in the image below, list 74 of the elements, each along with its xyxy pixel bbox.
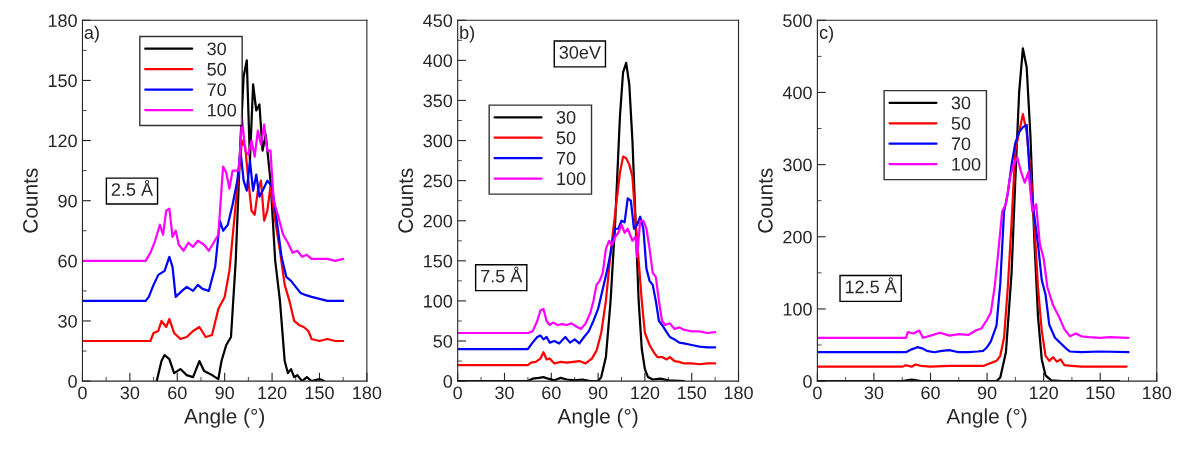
y-tick-label: 150 <box>48 74 77 88</box>
annotation: 2.5 Å <box>111 179 154 196</box>
y-tick-label: 200 <box>423 214 453 228</box>
y-tick-label: 300 <box>423 134 453 148</box>
annotation: 30eV <box>559 46 601 59</box>
line-series <box>817 156 1130 339</box>
x-tick-label: 180 <box>1143 386 1172 400</box>
x-tick-label: 150 <box>1086 386 1115 400</box>
y-tick-label: 250 <box>423 174 453 188</box>
line-series <box>82 149 345 303</box>
annotation: c) <box>819 25 833 43</box>
y-axis-title: Counts <box>398 168 414 233</box>
legend-label: 100 <box>208 103 237 117</box>
y-tick-label: 150 <box>424 254 453 268</box>
x-tick-label: 60 <box>542 386 561 400</box>
x-tick-label: 30 <box>864 386 884 400</box>
y-tick-label: 100 <box>783 302 812 316</box>
y-tick-label: 120 <box>48 134 77 148</box>
y-tick-label: 400 <box>423 54 453 68</box>
y-tick-label: 180 <box>48 14 77 28</box>
y-tick-label: 350 <box>423 94 453 108</box>
y-tick-label: 60 <box>58 254 77 268</box>
annotation: b) <box>460 25 475 43</box>
x-tick-label: 120 <box>258 386 287 400</box>
x-tick-label: 180 <box>353 386 382 400</box>
y-tick-label: 50 <box>433 334 453 348</box>
x-tick-label: 0 <box>78 386 87 400</box>
legend-label: 70 <box>951 137 971 151</box>
legend-label: 100 <box>557 172 586 186</box>
x-tick-label: 90 <box>588 386 608 400</box>
y-tick-label: 30 <box>58 314 77 328</box>
annotation: 12.5 Å <box>845 277 897 294</box>
line-series <box>82 139 345 343</box>
x-tick-label: 120 <box>631 386 660 400</box>
legend-label: 50 <box>207 62 227 76</box>
legend-label: 30 <box>556 110 576 124</box>
x-tick-label: 30 <box>120 386 140 400</box>
x-tick-label: 90 <box>977 386 997 400</box>
y-tick-label: 90 <box>58 194 77 208</box>
y-tick-label: 500 <box>783 14 812 28</box>
x-tick-label: 60 <box>168 386 187 400</box>
x-axis-title: Angle (°) <box>184 408 265 428</box>
x-tick-label: 30 <box>495 386 514 400</box>
legend-label: 30 <box>951 96 971 110</box>
legend-label: 50 <box>556 131 576 145</box>
x-tick-label: 150 <box>305 386 334 400</box>
x-tick-label: 60 <box>921 386 940 400</box>
x-tick-label: 0 <box>813 386 822 400</box>
x-tick-label: 0 <box>453 386 462 400</box>
annotation: 7.5 Å <box>481 266 523 283</box>
x-tick-label: 120 <box>1029 386 1058 400</box>
y-axis-title: Counts <box>757 168 773 233</box>
y-tick-label: 100 <box>424 294 453 308</box>
y-tick-label: 450 <box>423 14 453 28</box>
x-tick-label: 90 <box>215 386 234 400</box>
y-tick-label: 200 <box>783 230 812 244</box>
x-axis-title: Angle (°) <box>557 408 638 428</box>
x-tick-label: 150 <box>678 386 707 400</box>
x-axis-title: Angle (°) <box>946 408 1027 428</box>
y-tick-label: 400 <box>782 86 812 100</box>
line-series <box>457 197 717 351</box>
legend-label: 70 <box>556 151 576 165</box>
y-tick-label: 0 <box>68 375 77 388</box>
line-series <box>457 219 717 335</box>
y-tick-label: 0 <box>803 375 812 388</box>
legend-label: 50 <box>951 116 971 130</box>
y-tick-label: 0 <box>443 375 453 388</box>
legend-label: 70 <box>207 83 227 97</box>
annotation: a) <box>84 25 99 43</box>
y-axis-title: Counts <box>23 168 38 233</box>
legend-label: 100 <box>952 157 981 171</box>
legend-label: 30 <box>207 42 227 56</box>
y-tick-label: 300 <box>783 158 812 172</box>
x-tick-label: 180 <box>724 386 753 400</box>
